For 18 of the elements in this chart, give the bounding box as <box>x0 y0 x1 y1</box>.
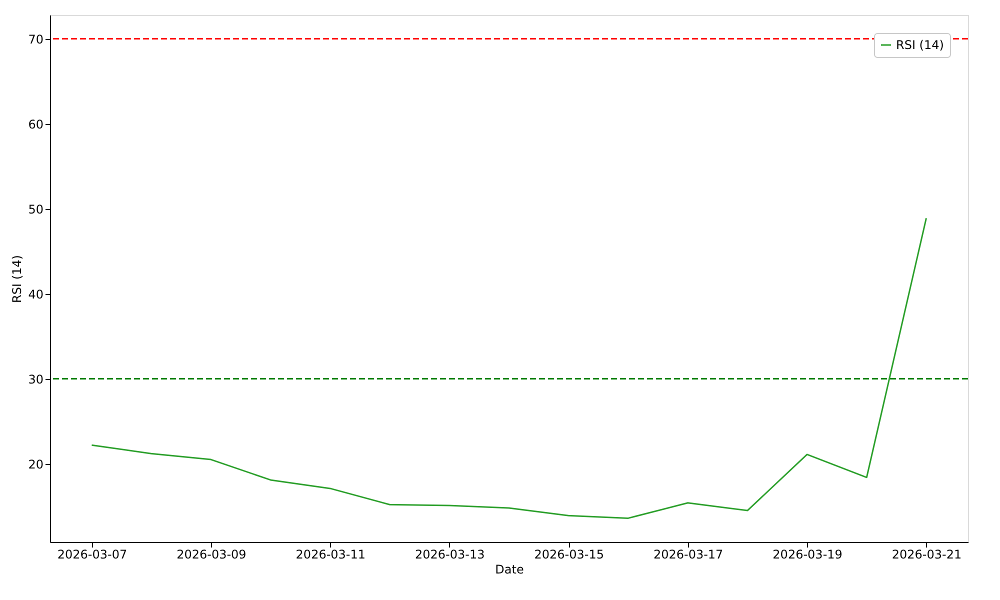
x-tick-label: 2026-03-21 <box>892 548 962 562</box>
x-tick-label: 2026-03-19 <box>772 548 842 562</box>
x-tick-label: 2026-03-07 <box>57 548 128 562</box>
x-axis-title: Date <box>495 562 524 576</box>
x-tick-label: 2026-03-15 <box>534 548 604 562</box>
legend-label: RSI (14) <box>896 38 944 52</box>
x-tick-label: 2026-03-13 <box>415 548 485 562</box>
y-tick-label: 40 <box>28 287 44 302</box>
y-axis-title: RSI (14) <box>10 255 24 303</box>
y-tick-label: 30 <box>28 372 44 386</box>
y-tick-label: 60 <box>28 117 44 132</box>
y-tick-label: 20 <box>28 457 44 472</box>
y-tick-label: 50 <box>28 202 44 216</box>
line-series <box>90 217 928 519</box>
x-tick-label: 2026-03-17 <box>653 548 724 562</box>
y-tick-label: 70 <box>28 32 44 46</box>
x-tick-label: 2026-03-09 <box>176 548 246 562</box>
x-tick-label: 2026-03-11 <box>296 548 366 562</box>
